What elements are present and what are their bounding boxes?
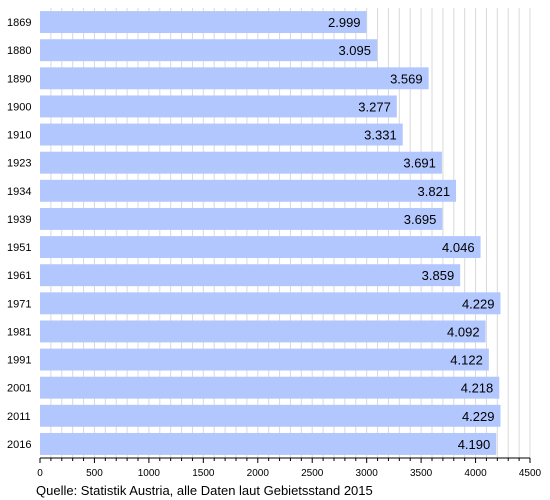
value-label: 3.277 xyxy=(358,99,391,114)
x-tick-label: 0 xyxy=(37,468,43,479)
bar-1951 xyxy=(40,236,481,259)
bar-1981 xyxy=(40,320,486,343)
bar-1880 xyxy=(40,39,378,62)
category-label: 1991 xyxy=(7,355,31,367)
x-tick-label: 4000 xyxy=(464,468,487,479)
category-label: 2001 xyxy=(7,383,31,395)
category-label: 1939 xyxy=(7,214,31,226)
value-label: 4.229 xyxy=(462,296,495,311)
bar-1934 xyxy=(40,179,457,202)
bar-1890 xyxy=(40,67,429,90)
bar-1869 xyxy=(40,11,367,34)
bar-1991 xyxy=(40,348,489,371)
category-label: 1951 xyxy=(7,242,31,254)
value-label: 3.821 xyxy=(418,184,451,199)
bar-1900 xyxy=(40,95,397,118)
value-label: 3.691 xyxy=(403,156,436,171)
bar-2011 xyxy=(40,404,501,427)
category-label: 1961 xyxy=(7,270,31,282)
value-labels: 2.999 3.095 3.569 3.277 3.331 3.691 3.821 3.695… xyxy=(328,15,494,452)
x-tick-label: 2000 xyxy=(247,468,270,479)
x-tick-label: 2500 xyxy=(301,468,324,479)
value-label: 3.095 xyxy=(338,43,371,58)
category-labels: 1869 1880 1890 1900 1910 1923 1934 1939 1951 1961… xyxy=(7,17,31,451)
x-tick-label: 1500 xyxy=(192,468,215,479)
value-label: 4.218 xyxy=(461,381,494,396)
value-label: 4.122 xyxy=(450,353,483,368)
category-label: 2011 xyxy=(7,411,31,423)
x-axis: 0 500 1000 1500 2000 2500 3000 3500 4000 4500 xyxy=(37,457,542,479)
category-label: 1869 xyxy=(7,17,31,29)
value-label: 3.331 xyxy=(364,128,397,143)
value-label: 4.046 xyxy=(442,240,475,255)
category-label: 1934 xyxy=(7,186,31,198)
x-tick-label: 1000 xyxy=(138,468,161,479)
category-label: 1900 xyxy=(7,101,31,113)
value-label: 2.999 xyxy=(328,15,361,30)
bar-1971 xyxy=(40,292,501,315)
value-label: 3.569 xyxy=(390,71,423,86)
bar-2001 xyxy=(40,376,500,399)
category-label: 1923 xyxy=(7,158,31,170)
value-label: 4.190 xyxy=(458,437,491,452)
category-label: 1880 xyxy=(7,45,31,57)
bar-1961 xyxy=(40,264,461,287)
value-label: 4.092 xyxy=(447,324,480,339)
x-tick-label: 3000 xyxy=(356,468,379,479)
bar-1923 xyxy=(40,151,442,174)
category-label: 1910 xyxy=(7,130,31,142)
value-label: 3.859 xyxy=(422,268,455,283)
bar-1939 xyxy=(40,207,443,230)
x-tick-label: 4500 xyxy=(519,468,542,479)
category-label: 1981 xyxy=(7,326,31,338)
category-label: 1890 xyxy=(7,73,31,85)
category-label: 1971 xyxy=(7,298,31,310)
value-label: 3.695 xyxy=(404,212,437,227)
category-label: 2016 xyxy=(7,439,31,451)
value-label: 4.229 xyxy=(462,409,495,424)
bar-1910 xyxy=(40,123,403,146)
bar-2016 xyxy=(40,432,497,455)
x-tick-label: 500 xyxy=(86,468,103,479)
x-tick-label: 3500 xyxy=(410,468,433,479)
bars xyxy=(40,11,501,455)
source-note: Quelle: Statistik Austria, alle Daten la… xyxy=(36,483,373,498)
